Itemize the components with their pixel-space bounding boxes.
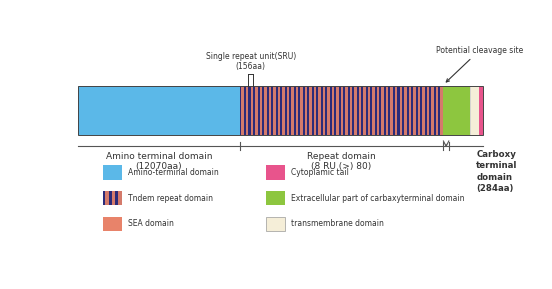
Bar xyxy=(246,86,248,135)
Bar xyxy=(479,86,483,135)
Bar xyxy=(336,86,339,135)
Bar xyxy=(259,86,262,135)
Bar xyxy=(373,86,375,135)
Text: Tndem repeat domain: Tndem repeat domain xyxy=(128,194,213,203)
Bar xyxy=(377,86,379,135)
Bar xyxy=(266,216,285,231)
Bar xyxy=(417,86,420,135)
Bar xyxy=(413,86,416,135)
Bar xyxy=(103,216,123,231)
Text: Amino terminal domain
(12070aa): Amino terminal domain (12070aa) xyxy=(105,151,212,171)
Bar xyxy=(408,86,411,135)
Bar xyxy=(395,86,397,135)
Bar xyxy=(266,191,285,205)
Bar xyxy=(264,86,267,135)
Bar xyxy=(255,86,257,135)
Bar xyxy=(105,191,109,205)
Bar xyxy=(427,86,429,135)
Bar xyxy=(291,86,294,135)
Bar xyxy=(77,86,240,135)
Bar xyxy=(266,165,285,180)
Bar xyxy=(436,86,438,135)
Bar xyxy=(282,86,285,135)
Bar xyxy=(309,86,312,135)
Bar xyxy=(354,86,357,135)
Bar xyxy=(240,86,443,135)
Text: Cytoplamic tail: Cytoplamic tail xyxy=(290,168,348,177)
Bar xyxy=(286,86,289,135)
Bar xyxy=(440,86,443,135)
Text: Extracellular part of carbaxyterminal domain: Extracellular part of carbaxyterminal do… xyxy=(290,194,464,203)
Bar xyxy=(332,86,335,135)
Text: Single repeat unit(SRU)
(156aa): Single repeat unit(SRU) (156aa) xyxy=(206,52,296,71)
Bar xyxy=(300,86,302,135)
Text: Carboxy
terminal
domain
(284aa): Carboxy terminal domain (284aa) xyxy=(476,150,518,193)
Bar xyxy=(422,86,424,135)
Bar xyxy=(350,86,352,135)
Bar xyxy=(381,86,384,135)
Bar xyxy=(273,86,275,135)
Bar xyxy=(103,165,123,180)
Bar xyxy=(241,86,244,135)
Bar xyxy=(305,86,307,135)
Text: Amino-terminal domain: Amino-terminal domain xyxy=(128,168,219,177)
Bar xyxy=(346,86,348,135)
Bar xyxy=(390,86,393,135)
Bar xyxy=(112,191,115,205)
Bar xyxy=(443,86,470,135)
Bar xyxy=(341,86,343,135)
Bar xyxy=(118,191,121,205)
Text: SEA domain: SEA domain xyxy=(128,219,174,228)
Bar xyxy=(278,86,280,135)
Bar xyxy=(368,86,370,135)
Bar xyxy=(314,86,316,135)
Bar xyxy=(251,86,253,135)
Bar xyxy=(77,86,483,135)
Bar xyxy=(386,86,389,135)
Bar xyxy=(319,86,321,135)
Bar xyxy=(323,86,325,135)
Text: transmembrane domain: transmembrane domain xyxy=(290,219,384,228)
Bar xyxy=(400,86,402,135)
Bar xyxy=(103,191,123,205)
Bar xyxy=(470,86,479,135)
Bar xyxy=(363,86,366,135)
Bar xyxy=(359,86,362,135)
Bar xyxy=(296,86,298,135)
Text: Potential cleavage site: Potential cleavage site xyxy=(436,46,523,82)
Text: Repeat domain
(8 RU (>) 80): Repeat domain (8 RU (>) 80) xyxy=(307,151,376,171)
Bar xyxy=(431,86,434,135)
Bar xyxy=(404,86,406,135)
Bar xyxy=(269,86,271,135)
Bar xyxy=(327,86,330,135)
